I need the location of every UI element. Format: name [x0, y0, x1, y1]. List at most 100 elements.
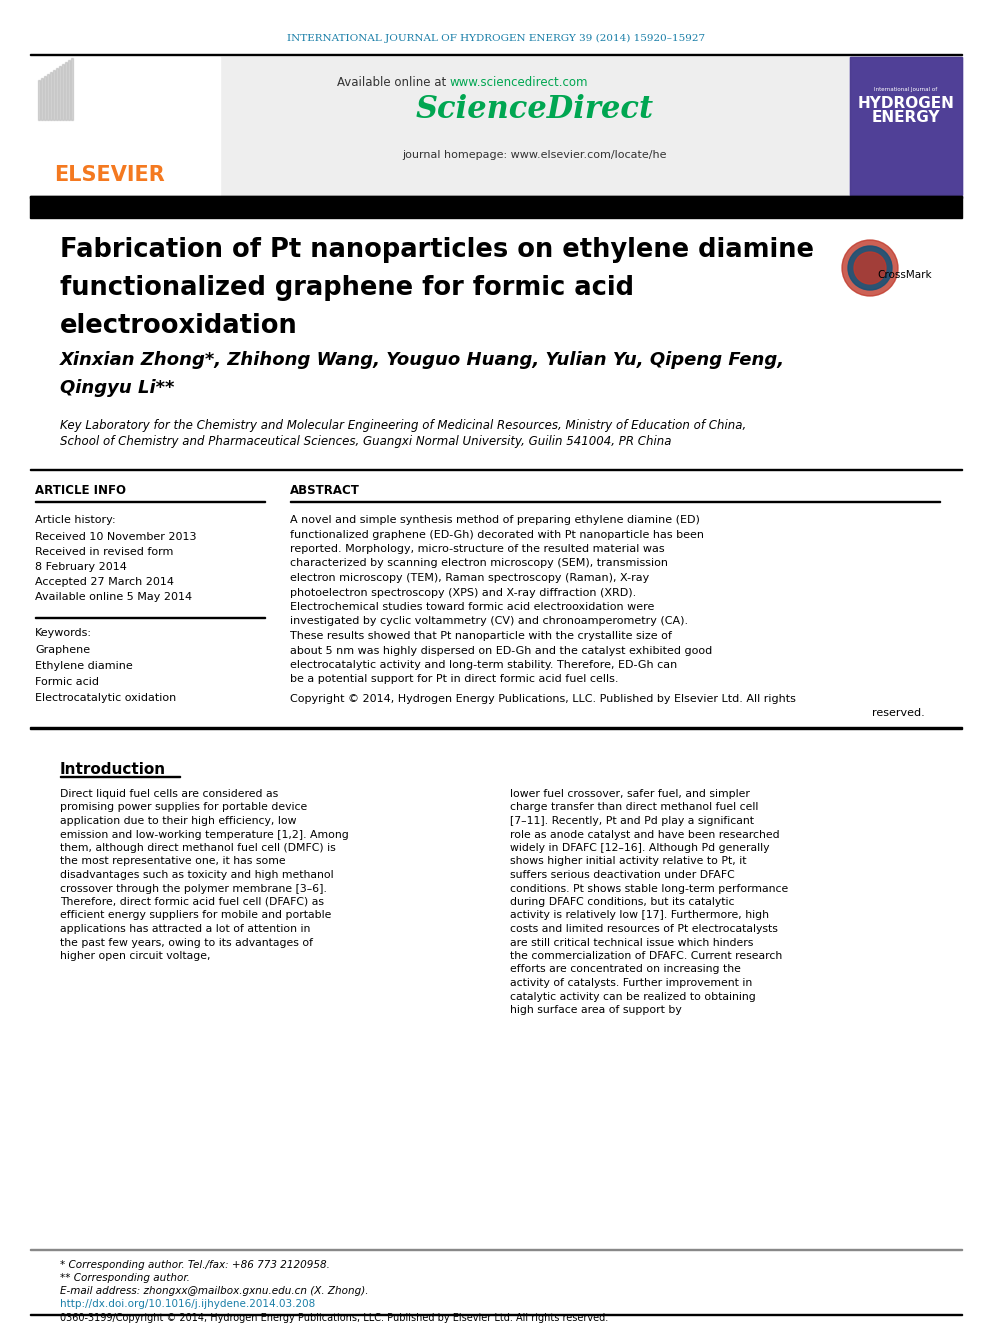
Text: www.sciencedirect.com: www.sciencedirect.com [450, 75, 588, 89]
Text: activity of catalysts. Further improvement in: activity of catalysts. Further improveme… [510, 978, 752, 988]
Bar [59, 66, 61, 120]
Text: http://dx.doi.org/10.1016/j.ijhydene.2014.03.208: http://dx.doi.org/10.1016/j.ijhydene.201… [60, 1299, 315, 1308]
Text: INTERNATIONAL JOURNAL OF HYDROGEN ENERGY 39 (2014) 15920–15927: INTERNATIONAL JOURNAL OF HYDROGEN ENERGY… [287, 33, 705, 42]
Text: ARTICLE INFO: ARTICLE INFO [35, 483, 126, 496]
Text: Key Laboratory for the Chemistry and Molecular Engineering of Medicinal Resource: Key Laboratory for the Chemistry and Mol… [60, 418, 746, 431]
Bar [830, 230, 910, 310]
Text: electrooxidation: electrooxidation [60, 314, 298, 339]
Text: International Journal of: International Journal of [874, 87, 937, 93]
Text: Keywords:: Keywords: [35, 628, 92, 638]
Text: lower fuel crossover, safer fuel, and simpler: lower fuel crossover, safer fuel, and si… [510, 789, 750, 799]
Bar [41, 78, 43, 120]
Bar [65, 62, 67, 120]
Text: Therefore, direct formic acid fuel cell (DFAFC) as: Therefore, direct formic acid fuel cell … [60, 897, 324, 908]
Text: suffers serious deactivation under DFAFC: suffers serious deactivation under DFAFC [510, 871, 735, 880]
Bar [30, 468, 962, 470]
Bar [30, 728, 962, 729]
Text: applications has attracted a lot of attention in: applications has attracted a lot of atte… [60, 923, 310, 934]
Text: ScienceDirect: ScienceDirect [416, 94, 654, 126]
Text: Available online 5 May 2014: Available online 5 May 2014 [35, 591, 192, 602]
Text: characterized by scanning electron microscopy (SEM), transmission: characterized by scanning electron micro… [290, 558, 668, 569]
Text: application due to their high efficiency, low: application due to their high efficiency… [60, 816, 297, 826]
Text: Accepted 27 March 2014: Accepted 27 March 2014 [35, 577, 174, 587]
Bar [0, 0, 992, 58]
Bar [220, 57, 850, 194]
Text: ABSTRACT: ABSTRACT [290, 483, 360, 496]
Text: Qingyu Li**: Qingyu Li** [60, 378, 175, 397]
Text: Article history:: Article history: [35, 515, 116, 525]
Text: high surface area of support by: high surface area of support by [510, 1005, 682, 1015]
Text: photoelectron spectroscopy (XPS) and X-ray diffraction (XRD).: photoelectron spectroscopy (XPS) and X-r… [290, 587, 636, 598]
Text: functionalized graphene (ED-Gh) decorated with Pt nanoparticle has been: functionalized graphene (ED-Gh) decorate… [290, 529, 704, 540]
Text: efficient energy suppliers for mobile and portable: efficient energy suppliers for mobile an… [60, 910, 331, 921]
Text: ENERGY: ENERGY [872, 111, 940, 126]
Text: Received in revised form: Received in revised form [35, 546, 174, 557]
Bar [60, 775, 180, 777]
Bar [47, 74, 49, 120]
Text: ** Corresponding author.: ** Corresponding author. [60, 1273, 189, 1283]
Text: are still critical technical issue which hinders: are still critical technical issue which… [510, 938, 753, 947]
Text: the commercialization of DFAFC. Current research: the commercialization of DFAFC. Current … [510, 951, 783, 960]
Text: during DFAFC conditions, but its catalytic: during DFAFC conditions, but its catalyt… [510, 897, 734, 908]
Bar [50, 71, 52, 120]
Text: widely in DFAFC [12–16]. Although Pd generally: widely in DFAFC [12–16]. Although Pd gen… [510, 843, 770, 853]
Text: HYDROGEN: HYDROGEN [857, 95, 954, 111]
Text: Graphene: Graphene [35, 646, 90, 655]
Bar [68, 60, 70, 120]
Text: * Corresponding author. Tel./fax: +86 773 2120958.: * Corresponding author. Tel./fax: +86 77… [60, 1259, 330, 1270]
Bar [30, 57, 220, 194]
Bar [850, 57, 962, 194]
Text: These results showed that Pt nanoparticle with the crystallite size of: These results showed that Pt nanoparticl… [290, 631, 672, 642]
Bar [30, 196, 962, 198]
Text: the most representative one, it has some: the most representative one, it has some [60, 856, 286, 867]
Text: crossover through the polymer membrane [3–6].: crossover through the polymer membrane [… [60, 884, 327, 893]
Text: reported. Morphology, micro-structure of the resulted material was: reported. Morphology, micro-structure of… [290, 544, 665, 554]
Text: electron microscopy (TEM), Raman spectroscopy (Raman), X-ray: electron microscopy (TEM), Raman spectro… [290, 573, 649, 583]
Text: reserved.: reserved. [872, 708, 925, 718]
Bar [850, 57, 962, 194]
Text: be a potential support for Pt in direct formic acid fuel cells.: be a potential support for Pt in direct … [290, 675, 618, 684]
Text: 8 February 2014: 8 February 2014 [35, 562, 127, 572]
Text: efforts are concentrated on increasing the: efforts are concentrated on increasing t… [510, 964, 741, 975]
Bar [56, 67, 58, 120]
Text: higher open circuit voltage,: higher open circuit voltage, [60, 951, 210, 960]
Text: investigated by cyclic voltammetry (CV) and chronoamperometry (CA).: investigated by cyclic voltammetry (CV) … [290, 617, 688, 627]
Text: electrocatalytic activity and long-term stability. Therefore, ED-Gh can: electrocatalytic activity and long-term … [290, 660, 678, 669]
Text: activity is relatively low [17]. Furthermore, high: activity is relatively low [17]. Further… [510, 910, 769, 921]
Text: School of Chemistry and Pharmaceutical Sciences, Guangxi Normal University, Guil: School of Chemistry and Pharmaceutical S… [60, 435, 672, 448]
Text: Received 10 November 2013: Received 10 November 2013 [35, 532, 196, 542]
Text: A novel and simple synthesis method of preparing ethylene diamine (ED): A novel and simple synthesis method of p… [290, 515, 700, 525]
Bar [30, 53, 962, 56]
Text: Introduction: Introduction [60, 762, 166, 777]
Text: Electrocatalytic oxidation: Electrocatalytic oxidation [35, 693, 177, 703]
Circle shape [842, 239, 898, 296]
Text: 0360-3199/Copyright © 2014, Hydrogen Energy Publications, LLC. Published by Else: 0360-3199/Copyright © 2014, Hydrogen Ene… [60, 1312, 608, 1323]
Text: Direct liquid fuel cells are considered as: Direct liquid fuel cells are considered … [60, 789, 278, 799]
Text: them, although direct methanol fuel cell (DMFC) is: them, although direct methanol fuel cell… [60, 843, 335, 853]
Text: E-mail address: zhongxx@mailbox.gxnu.edu.cn (X. Zhong).: E-mail address: zhongxx@mailbox.gxnu.edu… [60, 1286, 368, 1297]
Text: conditions. Pt shows stable long-term performance: conditions. Pt shows stable long-term pe… [510, 884, 789, 893]
Bar [62, 64, 64, 120]
Text: shows higher initial activity relative to Pt, it: shows higher initial activity relative t… [510, 856, 747, 867]
Text: charge transfer than direct methanol fuel cell: charge transfer than direct methanol fue… [510, 803, 758, 812]
Text: Fabrication of Pt nanoparticles on ethylene diamine: Fabrication of Pt nanoparticles on ethyl… [60, 237, 814, 263]
Text: functionalized graphene for formic acid: functionalized graphene for formic acid [60, 275, 634, 302]
Text: costs and limited resources of Pt electrocatalysts: costs and limited resources of Pt electr… [510, 923, 778, 934]
Text: Available online at: Available online at [337, 75, 450, 89]
Text: the past few years, owing to its advantages of: the past few years, owing to its advanta… [60, 938, 313, 947]
Text: Ethylene diamine: Ethylene diamine [35, 662, 133, 671]
Text: journal homepage: www.elsevier.com/locate/he: journal homepage: www.elsevier.com/locat… [403, 149, 668, 160]
Bar [44, 75, 46, 120]
Bar [30, 196, 962, 218]
Text: Electrochemical studies toward formic acid electrooxidation were: Electrochemical studies toward formic ac… [290, 602, 655, 613]
Bar [38, 79, 40, 120]
Text: [7–11]. Recently, Pt and Pd play a significant: [7–11]. Recently, Pt and Pd play a signi… [510, 816, 754, 826]
Circle shape [848, 246, 892, 290]
Text: Xinxian Zhong*, Zhihong Wang, Youguo Huang, Yulian Yu, Qipeng Feng,: Xinxian Zhong*, Zhihong Wang, Youguo Hua… [60, 351, 785, 369]
Text: about 5 nm was highly dispersed on ED-Gh and the catalyst exhibited good: about 5 nm was highly dispersed on ED-Gh… [290, 646, 712, 655]
Text: role as anode catalyst and have been researched: role as anode catalyst and have been res… [510, 830, 780, 840]
Text: Copyright © 2014, Hydrogen Energy Publications, LLC. Published by Elsevier Ltd. : Copyright © 2014, Hydrogen Energy Public… [290, 695, 796, 704]
Text: CrossMark: CrossMark [878, 270, 932, 280]
Text: catalytic activity can be realized to obtaining: catalytic activity can be realized to ob… [510, 991, 756, 1002]
Circle shape [854, 251, 886, 284]
